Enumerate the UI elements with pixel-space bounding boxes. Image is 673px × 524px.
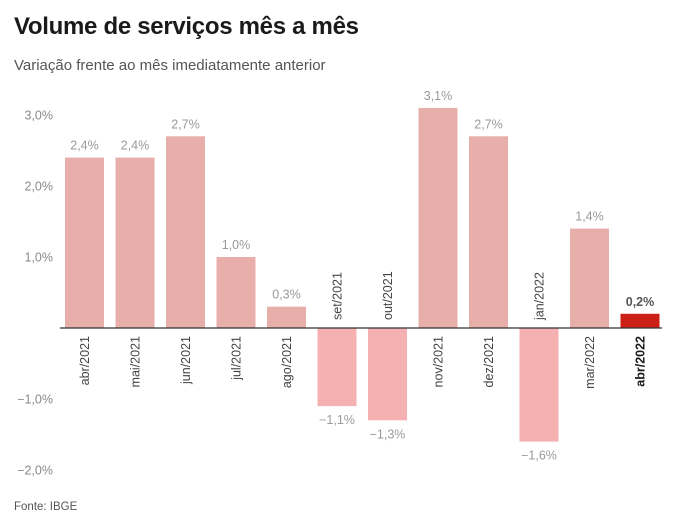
bar [115,157,155,328]
category-label: abr/2022 [634,336,648,387]
data-label: 2,7% [171,117,200,131]
source-note: Fonte: IBGE [14,501,78,513]
bar [519,328,559,442]
bar [368,328,407,421]
data-label: −1,3% [370,427,406,441]
bar [469,136,508,328]
y-tick-label: −2,0% [17,464,53,478]
bar [166,136,205,328]
bar [267,306,306,328]
category-label: jul/2021 [230,336,244,381]
bar [216,257,256,328]
category-label: set/2021 [331,272,345,320]
data-label: 0,2% [626,295,655,309]
category-label: jan/2022 [533,272,547,321]
y-tick-label: −1,0% [17,393,53,407]
chart-subtitle: Variação frente ao mês imediatamente ant… [14,57,326,74]
bar [317,328,357,407]
category-label: abr/2021 [78,336,92,385]
y-tick-label: 3,0% [25,109,54,123]
y-tick-label: 2,0% [25,180,54,194]
category-label: jun/2021 [179,336,193,385]
bar [65,157,104,328]
data-label: 2,7% [474,117,503,131]
category-label: dez/2021 [482,336,496,387]
y-tick-label: 1,0% [25,251,54,265]
data-label: 3,1% [424,89,453,103]
category-label: nov/2021 [432,336,446,387]
data-label: 0,3% [272,288,301,302]
bar [418,107,458,329]
category-label: mar/2022 [583,336,597,389]
category-label: ago/2021 [280,336,294,388]
bar [570,228,609,328]
data-label: −1,6% [521,449,557,463]
category-label: out/2021 [381,271,395,320]
chart-title: Volume de serviços mês a mês [14,13,359,40]
data-label: 2,4% [121,139,150,153]
data-label: 2,4% [70,139,99,153]
bar [620,313,660,328]
data-label: 1,0% [222,238,251,252]
data-label: −1,1% [319,413,355,427]
data-label: 1,4% [575,210,604,224]
category-label: mai/2021 [129,336,143,387]
